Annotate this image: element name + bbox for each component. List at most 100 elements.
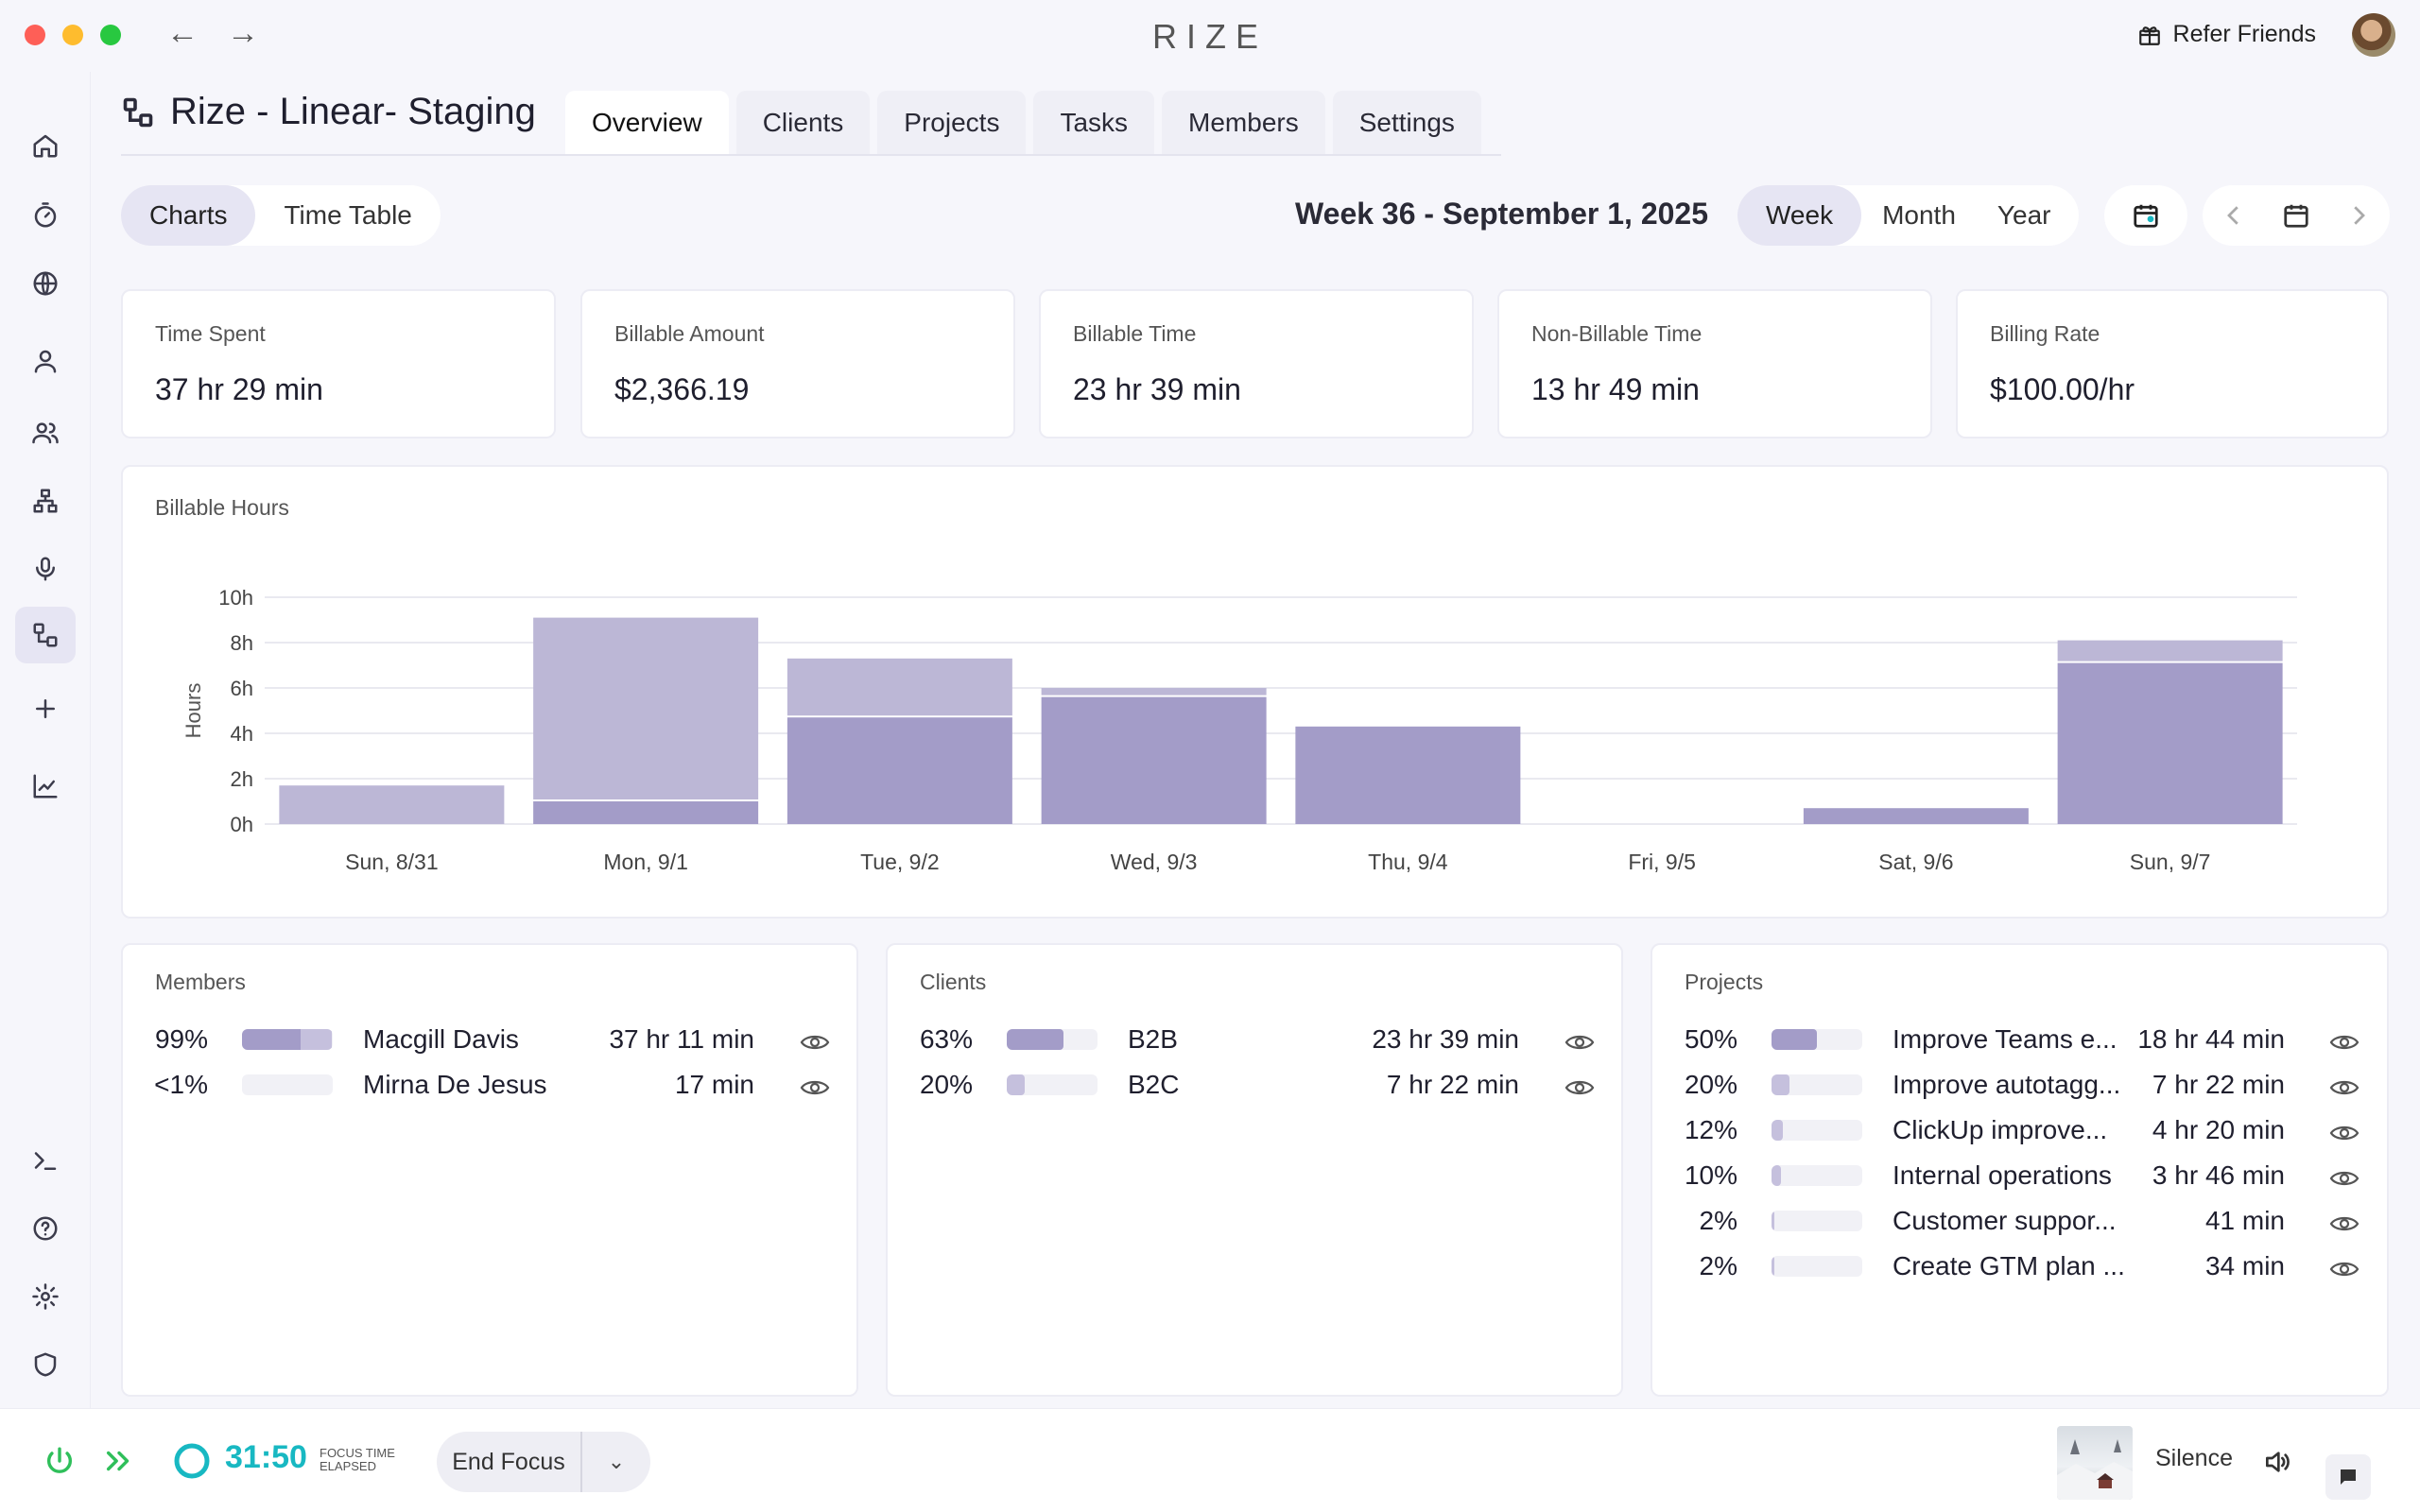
row-percent: <1% <box>154 1070 208 1099</box>
row-time: 34 min <box>2204 1251 2285 1280</box>
list-row[interactable]: 20% Improve autotagg... 7 hr 22 min <box>1652 1064 2387 1106</box>
stat-title: Time Spent <box>155 321 266 346</box>
bar-segment-billable <box>1803 808 2029 824</box>
calendar-icon[interactable] <box>2282 201 2310 230</box>
user-avatar[interactable] <box>2352 13 2395 57</box>
x-tick-label: Thu, 9/4 <box>1368 850 1448 874</box>
projects-card: Projects 50% Improve Teams e... 18 hr 44 m… <box>1651 943 2389 1397</box>
row-percent: 12% <box>1684 1115 1737 1144</box>
y-tick-label: 0h <box>231 813 253 836</box>
today-calendar-button[interactable] <box>2104 185 2187 246</box>
row-progress-fill <box>1772 1211 1774 1231</box>
power-icon[interactable] <box>43 1445 76 1477</box>
period-label: Week 36 - September 1, 2025 <box>1295 197 1708 231</box>
help-icon[interactable] <box>15 1200 76 1257</box>
row-progress-bar <box>1772 1165 1862 1186</box>
billable-hours-chart: 0h 2h 4h 6h 8h 10h Hours Sun, 8/31 Mon, 9/1 Tue, … <box>182 586 2297 874</box>
visibility-eye-icon[interactable] <box>2329 1029 2360 1050</box>
forward-arrow-icon[interactable]: → <box>227 15 259 51</box>
list-row[interactable]: 99% Macgill Davis 37 hr 11 min <box>123 1019 856 1060</box>
bar-segment-non-billable <box>1041 688 1267 696</box>
tab-clients[interactable]: Clients <box>735 91 871 155</box>
chevron-right-icon[interactable] <box>2344 201 2373 230</box>
visibility-eye-icon[interactable] <box>2329 1120 2360 1141</box>
users-icon[interactable] <box>15 404 76 461</box>
row-name: Improve autotagg... <box>1893 1070 2121 1099</box>
stat-card-billable-amount: Billable Amount $2,366.19 <box>580 289 1015 438</box>
visibility-eye-icon[interactable] <box>2329 1211 2360 1231</box>
maximize-window-button[interactable] <box>100 25 121 45</box>
skip-forward-icon[interactable] <box>102 1445 136 1477</box>
year-toggle-button[interactable]: Year <box>1996 200 2051 230</box>
visibility-eye-icon[interactable] <box>800 1074 830 1095</box>
row-name: Create GTM plan ... <box>1893 1251 2125 1280</box>
terminal-icon[interactable] <box>15 1132 76 1189</box>
visibility-eye-icon[interactable] <box>2329 1074 2360 1095</box>
refer-friends-button[interactable]: Refer Friends <box>2137 21 2316 48</box>
chat-button[interactable] <box>2325 1454 2371 1500</box>
chevron-left-icon[interactable] <box>2220 201 2248 230</box>
tab-projects[interactable]: Projects <box>877 91 1027 155</box>
clients-card: Clients 63% B2B 23 hr 39 min 20% B2C 7 hr 22 … <box>886 943 1623 1397</box>
calendar-today-icon <box>2134 204 2158 228</box>
analytics-icon[interactable] <box>15 758 76 815</box>
list-row[interactable]: 2% Create GTM plan ... 34 min <box>1652 1246 2387 1287</box>
chevron-down-icon[interactable]: ⌄ <box>607 1450 626 1473</box>
bar-segment-billable <box>2057 662 2283 824</box>
list-row[interactable]: 50% Improve Teams e... 18 hr 44 min <box>1652 1019 2387 1060</box>
week-toggle-button[interactable]: Week <box>1737 185 1862 246</box>
visibility-eye-icon[interactable] <box>800 1029 830 1050</box>
list-row[interactable]: 20% B2C 7 hr 22 min <box>888 1064 1621 1106</box>
title-bar: ← → RIZE Refer Friends <box>0 0 2420 72</box>
row-time: 17 min <box>674 1070 754 1099</box>
shield-icon[interactable] <box>15 1336 76 1393</box>
tab-tasks[interactable]: Tasks <box>1033 91 1155 155</box>
list-row[interactable]: 2% Customer suppor... 41 min <box>1652 1200 2387 1242</box>
end-focus-button[interactable]: End Focus <box>437 1432 582 1492</box>
row-name: Macgill Davis <box>363 1024 519 1054</box>
visibility-eye-icon[interactable] <box>1564 1029 1595 1050</box>
time-table-toggle-button[interactable]: Time Table <box>284 200 412 230</box>
visibility-eye-icon[interactable] <box>2329 1165 2360 1186</box>
list-row[interactable]: 10% Internal operations 3 hr 46 min <box>1652 1155 2387 1196</box>
list-row[interactable]: 63% B2B 23 hr 39 min <box>888 1019 1621 1060</box>
focus-time-label: FOCUS TIME ELAPSED <box>320 1447 395 1473</box>
tab-members[interactable]: Members <box>1162 91 1325 155</box>
visibility-eye-icon[interactable] <box>1564 1074 1595 1095</box>
home-icon[interactable] <box>15 117 76 174</box>
timer-icon[interactable] <box>15 187 76 244</box>
focus-time-label-line2: ELAPSED <box>320 1459 376 1473</box>
x-tick-label: Sat, 9/6 <box>1878 850 1953 874</box>
org-chart-icon[interactable] <box>15 472 76 529</box>
row-percent: 50% <box>1684 1024 1737 1054</box>
view-toggle: Charts Time Table <box>121 185 441 246</box>
visibility-eye-icon[interactable] <box>2329 1256 2360 1277</box>
plus-icon[interactable] <box>15 680 76 737</box>
row-progress-fill <box>1772 1074 1790 1095</box>
tab-overview[interactable]: Overview <box>565 91 729 155</box>
list-row[interactable]: 12% ClickUp improve... 4 hr 20 min <box>1652 1109 2387 1151</box>
date-navigator <box>2203 185 2390 246</box>
x-tick-label: Wed, 9/3 <box>1111 850 1198 874</box>
minimize-window-button[interactable] <box>62 25 83 45</box>
row-time: 37 hr 11 min <box>609 1024 754 1054</box>
user-icon[interactable] <box>15 333 76 389</box>
microphone-icon[interactable] <box>15 541 76 597</box>
settings-gear-icon[interactable] <box>15 1268 76 1325</box>
list-row[interactable]: <1% Mirna De Jesus 17 min <box>123 1064 856 1106</box>
globe-icon[interactable] <box>15 255 76 312</box>
tab-settings[interactable]: Settings <box>1332 91 1481 155</box>
charts-toggle-button[interactable]: Charts <box>121 185 256 246</box>
row-progress-bar <box>1772 1256 1862 1277</box>
bar-segment-non-billable <box>2057 640 2283 662</box>
x-tick-label: Mon, 9/1 <box>603 850 688 874</box>
row-progress-fill <box>1772 1165 1781 1186</box>
projects-icon[interactable] <box>15 607 76 663</box>
volume-icon[interactable] <box>2261 1447 2293 1477</box>
month-toggle-button[interactable]: Month <box>1882 200 1956 230</box>
bar-segment-non-billable <box>279 785 505 824</box>
stat-card-non-billable-time: Non-Billable Time 13 hr 49 min <box>1497 289 1932 438</box>
close-window-button[interactable] <box>25 25 45 45</box>
back-arrow-icon[interactable]: ← <box>166 15 199 51</box>
soundscape-thumbnail[interactable] <box>2057 1426 2133 1500</box>
